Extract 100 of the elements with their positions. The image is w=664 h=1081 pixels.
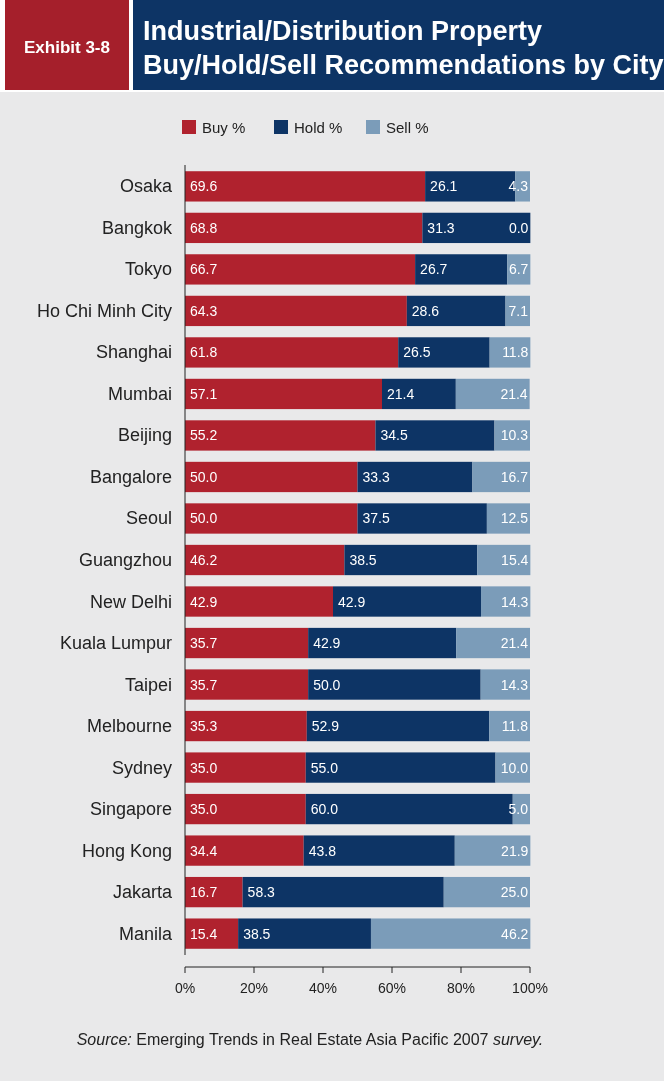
y-tick-label: Singapore: [89, 799, 172, 820]
bar: [480, 669, 530, 700]
data-label: 11.8: [502, 344, 529, 361]
bar: [455, 378, 530, 410]
y-tick-label: Manila: [118, 923, 173, 944]
data-label: 35.7: [190, 635, 218, 652]
bar: [422, 212, 531, 244]
bar: [486, 503, 530, 534]
y-tick-label: Taipei: [124, 674, 172, 695]
legend-label: Hold %: [294, 119, 343, 136]
data-label: 35.7: [190, 676, 218, 693]
y-tick-label: Kuala Lumpur: [59, 633, 172, 654]
data-label: 14.3: [500, 676, 529, 693]
data-label: 6.7: [508, 261, 529, 278]
data-label: 55.2: [190, 427, 218, 444]
bar: [370, 918, 531, 949]
data-label: 46.2: [501, 925, 529, 942]
data-label: 28.6: [411, 302, 440, 319]
bar: [398, 337, 490, 368]
bar: [375, 420, 495, 451]
data-label: 57.1: [190, 385, 218, 402]
data-label: 66.7: [190, 261, 218, 278]
bar: [357, 503, 487, 534]
data-label: 50.0: [190, 510, 218, 527]
bar: [306, 710, 490, 742]
data-label: 10.0: [500, 759, 529, 776]
data-label: 25.0: [500, 884, 529, 901]
bar: [185, 752, 306, 783]
bar: [185, 876, 243, 908]
y-tick-label: New Delhi: [89, 591, 172, 612]
data-label: 15.4: [190, 925, 218, 942]
y-tick-label: Guangzhou: [78, 550, 172, 570]
bar: [242, 876, 444, 908]
data-label: 46.2: [190, 552, 218, 568]
x-tick-label: 80%: [446, 980, 476, 996]
bar: [477, 544, 531, 576]
bar: [454, 835, 531, 866]
bar: [185, 461, 358, 493]
data-label: 38.5: [349, 552, 377, 568]
data-label: 31.3: [427, 219, 455, 236]
data-label: 21.4: [386, 385, 415, 402]
bar: [472, 461, 530, 493]
bar: [308, 627, 457, 659]
bar: [303, 835, 455, 866]
bar: [185, 420, 376, 451]
data-label: 60.0: [310, 801, 339, 818]
data-label: 10.3: [500, 427, 529, 444]
legend-label: Buy %: [202, 119, 246, 136]
data-label: 21.9: [501, 842, 529, 859]
bar: [489, 337, 531, 368]
y-tick-label: Seoul: [125, 508, 172, 529]
bar: [481, 586, 531, 617]
y-tick-label: Bangkok: [101, 217, 173, 238]
data-label: 0.0: [508, 219, 529, 236]
bar: [308, 669, 481, 700]
data-label: 42.9: [190, 593, 218, 610]
data-label: 68.8: [190, 219, 218, 236]
bar: [185, 586, 334, 617]
bar: [185, 295, 407, 327]
y-tick-label: Osaka: [119, 176, 173, 197]
bar: [185, 212, 423, 244]
y-tick-label: Melbourne: [86, 716, 172, 737]
bar: [305, 752, 496, 783]
bar: [185, 544, 345, 576]
data-label: 26.7: [420, 261, 448, 278]
y-tick-label: Shanghai: [95, 342, 172, 363]
y-tick-label: Mumbai: [107, 383, 172, 404]
chart-subtitle: Exhibit 3-8: [24, 38, 110, 57]
bar: [489, 710, 530, 742]
data-label: 16.7: [500, 468, 529, 485]
bar: [185, 835, 304, 866]
y-tick-label: Bangalore: [89, 466, 172, 487]
bar: [382, 378, 456, 410]
bar: [357, 461, 473, 493]
data-label: 26.5: [403, 344, 431, 361]
bar: [415, 254, 508, 285]
bar: [344, 544, 478, 576]
bar: [185, 627, 309, 659]
data-label: 21.4: [500, 635, 529, 652]
bar: [185, 710, 307, 742]
bar: [238, 918, 371, 949]
y-tick-label: Jakarta: [112, 882, 173, 903]
data-label: 26.1: [430, 178, 458, 195]
bar: [185, 254, 416, 285]
data-label: 34.4: [190, 842, 218, 859]
data-label: 61.8: [190, 344, 218, 361]
bar: [185, 503, 358, 534]
data-label: 37.5: [362, 510, 390, 527]
bar: [494, 420, 530, 451]
bar: [333, 586, 482, 617]
data-label: 33.3: [362, 468, 390, 485]
chart-title: Industrial/Distribution Property Buy/Hold/Sell Recommendations by City: [143, 16, 664, 80]
bar: [185, 918, 239, 949]
data-label: 43.8: [308, 842, 337, 859]
x-tick-label: 100%: [512, 980, 548, 996]
bar: [456, 627, 530, 659]
bar: [185, 337, 399, 368]
data-label: 58.3: [247, 884, 276, 901]
data-label: 12.5: [500, 510, 529, 527]
data-label: 14.3: [501, 593, 529, 610]
